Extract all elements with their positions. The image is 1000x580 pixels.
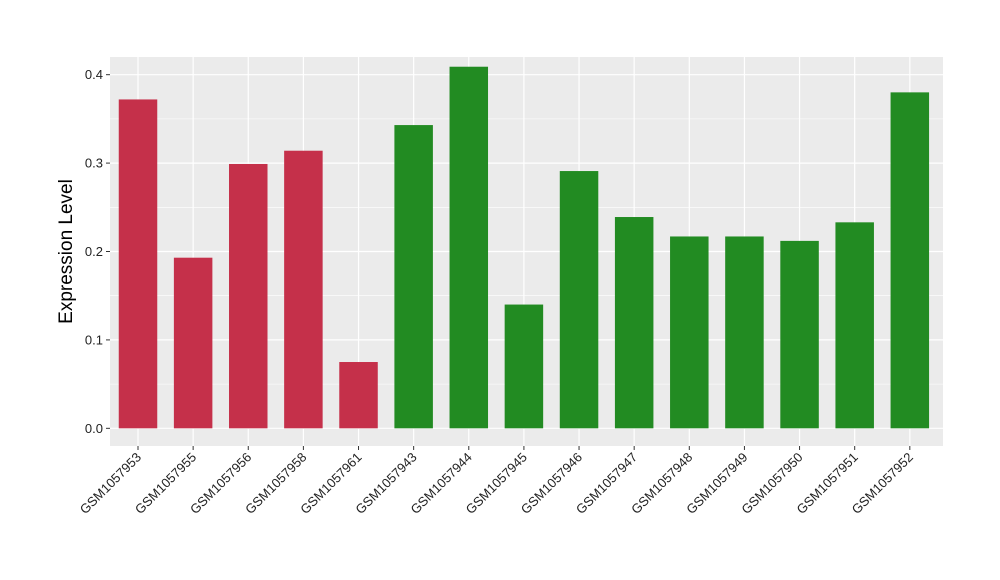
bar-GSM1057951: [835, 222, 874, 429]
bar-GSM1057955: [173, 257, 213, 429]
y-axis: 0.0 0.1 0.2 0.3 0.4: [85, 67, 110, 436]
bar-GSM1057944: [449, 66, 489, 429]
bar-GSM1057956: [229, 163, 268, 429]
y-tick-label: 0.2: [85, 244, 103, 259]
bar-GSM1057952: [890, 92, 930, 429]
bar-GSM1057946: [559, 171, 599, 429]
bar-GSM1057943: [394, 125, 433, 429]
bar-GSM1057950: [780, 240, 819, 429]
bar-GSM1057945: [504, 304, 544, 429]
bar-GSM1057948: [670, 236, 709, 429]
y-tick-label: 0.3: [85, 156, 103, 171]
y-tick-label: 0.4: [85, 67, 103, 82]
x-axis: GSM1057953GSM1057955GSM1057956GSM1057958…: [77, 446, 916, 517]
bar-GSM1057953: [118, 99, 158, 429]
bar-GSM1057961: [339, 362, 378, 429]
y-axis-title: Expression Level: [56, 179, 77, 324]
bar-GSM1057947: [614, 217, 654, 429]
bars: [118, 66, 930, 429]
y-tick-label: 0.1: [85, 332, 103, 347]
bar-GSM1057958: [284, 150, 323, 429]
bar-GSM1057949: [725, 236, 764, 429]
y-tick-label: 0.0: [85, 421, 103, 436]
